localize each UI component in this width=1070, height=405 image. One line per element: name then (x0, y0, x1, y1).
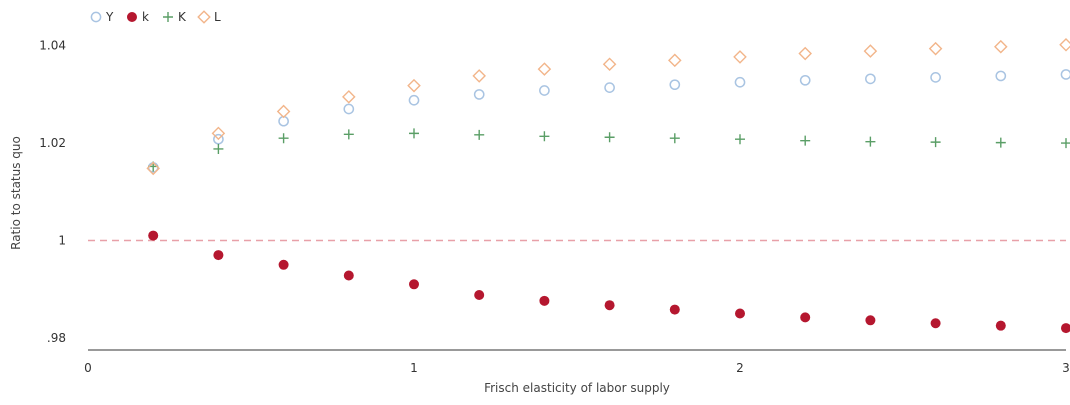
point-series-Y (408, 94, 420, 106)
point-series-L (668, 53, 682, 68)
point-series-k (343, 270, 354, 281)
x-tick-label: 0 (84, 361, 92, 375)
point-series-L (146, 161, 160, 176)
point-series-Y (995, 70, 1007, 82)
point-series-L (994, 39, 1008, 54)
point-series-K (539, 131, 550, 142)
point-series-K (930, 137, 941, 148)
point-series-k (148, 230, 159, 241)
point-series-K (800, 135, 811, 146)
legend-marker-Y (90, 11, 102, 23)
legend-label-K: K (178, 10, 187, 24)
point-series-k (930, 318, 941, 329)
x-tick-label: 3 (1062, 361, 1070, 375)
point-series-L (928, 41, 943, 56)
legend-marker-k (127, 12, 137, 22)
point-series-L (211, 126, 226, 141)
point-series-L (276, 104, 291, 119)
point-series-Y (213, 133, 224, 145)
point-series-K (474, 129, 485, 140)
point-series-K (604, 132, 615, 143)
point-series-k (278, 259, 289, 270)
point-series-k (409, 279, 419, 290)
legend-marker-L (197, 10, 211, 24)
point-series-Y (930, 72, 941, 83)
point-series-Y (1060, 69, 1070, 80)
point-series-K (343, 129, 354, 140)
point-series-Y (473, 89, 485, 100)
series-L-group (146, 37, 1070, 176)
point-series-L (342, 90, 356, 104)
y-tick-label: 1 (58, 233, 66, 247)
legend-label-L: L (214, 10, 221, 24)
x-tick-label: 2 (736, 361, 744, 375)
point-series-K (669, 133, 680, 144)
y-tick-label: 1.04 (39, 39, 66, 53)
point-series-k (735, 308, 745, 319)
point-series-k (669, 304, 680, 315)
point-series-L (1059, 37, 1070, 52)
point-series-K (409, 128, 419, 139)
point-series-Y (343, 103, 355, 115)
point-series-Y (865, 73, 876, 85)
point-series-Y (734, 76, 746, 88)
point-series-k (474, 289, 485, 300)
point-series-k (539, 295, 550, 306)
point-series-L (798, 46, 812, 61)
point-series-K (1061, 138, 1070, 149)
point-series-L (472, 69, 486, 83)
point-series-k (1061, 323, 1070, 334)
point-series-K (278, 133, 289, 144)
y-tick-label: 1.02 (39, 136, 66, 150)
point-series-L (537, 62, 552, 76)
legend-label-Y: Y (105, 10, 114, 24)
y-tick-label: .98 (47, 331, 66, 345)
point-series-L (407, 78, 421, 93)
series-K-group (148, 128, 1070, 172)
point-series-L (863, 44, 878, 58)
point-series-L (602, 57, 617, 72)
x-tick-label: 1 (410, 361, 418, 375)
point-series-K (213, 143, 224, 154)
point-series-k (865, 315, 876, 326)
point-series-k (604, 300, 615, 311)
x-axis-title: Frisch elasticity of labor supply (484, 381, 670, 395)
series-k-group (148, 230, 1070, 334)
point-series-Y (669, 79, 681, 91)
legend-marker-K (163, 12, 173, 22)
y-axis-title: Ratio to status quo (9, 136, 23, 250)
point-series-K (735, 134, 745, 145)
point-series-k (995, 320, 1006, 331)
series-Y-group (147, 69, 1070, 173)
point-series-Y (604, 82, 615, 93)
point-series-k (800, 312, 811, 323)
point-series-L (733, 50, 747, 64)
point-series-Y (799, 74, 811, 86)
legend-label-k: k (142, 10, 149, 24)
point-series-Y (539, 85, 550, 96)
x-tick-labels: 0 1 2 3 (84, 361, 1070, 375)
point-series-K (995, 137, 1006, 148)
data-points (146, 37, 1070, 334)
y-tick-labels: .98 1 1.02 1.04 (39, 39, 66, 345)
point-series-k (213, 250, 224, 261)
point-series-K (865, 136, 876, 147)
